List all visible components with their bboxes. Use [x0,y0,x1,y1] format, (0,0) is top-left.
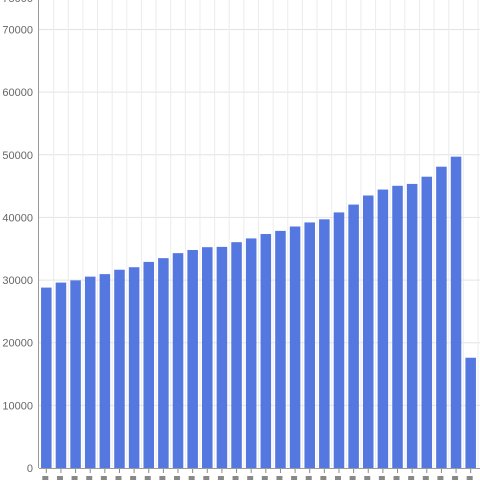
x-tick-label-stub [42,476,49,480]
x-tick-label-stub [452,476,459,480]
x-tick-label-stub [188,476,195,480]
x-tick-label-stub [305,476,312,480]
vertical-gridlines [53,0,479,468]
x-tick-label-stub [437,476,444,480]
x-tick-label-stub [349,476,356,480]
y-tick-label: 50000 [2,150,33,162]
bar[interactable] [392,185,403,468]
bar[interactable] [275,230,286,468]
x-tick-label-stub [291,476,298,480]
bar[interactable] [55,282,67,468]
bar[interactable] [172,253,184,468]
x-tick-label-stub [86,476,93,480]
x-tick-label-stub [422,476,429,480]
x-tick-label-stub [393,476,400,480]
y-tick-label: 70000 [2,25,33,37]
y-tick-label: 0 [27,463,33,475]
x-tick-label-stub [100,476,107,480]
y-tick-label: 10000 [2,400,33,412]
bar[interactable] [187,250,198,468]
bar[interactable] [245,238,257,468]
x-tick-label-stub [378,476,385,480]
bar[interactable] [41,287,52,468]
x-tick-label-stub [276,476,283,480]
bar[interactable] [84,276,96,468]
bar[interactable] [421,176,433,469]
bar[interactable] [436,166,447,468]
bar[interactable] [406,183,418,468]
y-tick-label: 40000 [2,212,33,224]
x-tick-label-stub [203,476,210,480]
x-tick-label-stub [261,476,268,480]
y-tick-label: 20000 [2,338,33,350]
bar[interactable] [231,242,242,468]
x-tick-label-stub [320,476,327,480]
bar[interactable] [158,258,169,468]
x-tick-label-stub [217,476,224,480]
bar[interactable] [260,234,272,468]
x-tick-label-stub [334,476,341,480]
bar[interactable] [333,212,345,468]
y-tick-label: 30000 [2,275,33,287]
y-tick-label: 75000 [2,0,33,5]
bar[interactable] [289,226,301,468]
bar[interactable] [362,195,374,468]
x-axis-tick-marks [42,468,473,480]
bar[interactable] [216,246,228,468]
bar[interactable] [143,261,155,468]
x-tick-label-stub [56,476,63,480]
x-tick-label-stub [144,476,151,480]
x-tick-label-stub [408,476,415,480]
x-tick-label-stub [174,476,181,480]
bar[interactable] [319,219,330,468]
bar[interactable] [377,189,389,469]
bar[interactable] [202,247,213,468]
bar[interactable] [304,222,315,468]
x-tick-label-stub [159,476,166,480]
bar-series [41,156,476,469]
bar[interactable] [348,204,359,468]
x-tick-label-stub [247,476,254,480]
x-tick-label-stub [364,476,371,480]
bar[interactable] [70,280,81,468]
bar[interactable] [128,267,140,468]
x-tick-label-stub [232,476,239,480]
bar[interactable] [114,269,125,468]
y-axis-tick-labels: 0 10000 20000 30000 40000 50000 60000 70000 7500… [2,0,33,475]
bar[interactable] [465,357,476,468]
x-tick-label-stub [466,476,473,480]
x-tick-label-stub [130,476,137,480]
x-tick-label-stub [71,476,78,480]
bar[interactable] [450,156,462,469]
bar[interactable] [99,274,111,468]
x-tick-label-stub [115,476,122,480]
y-tick-label: 60000 [2,87,33,99]
